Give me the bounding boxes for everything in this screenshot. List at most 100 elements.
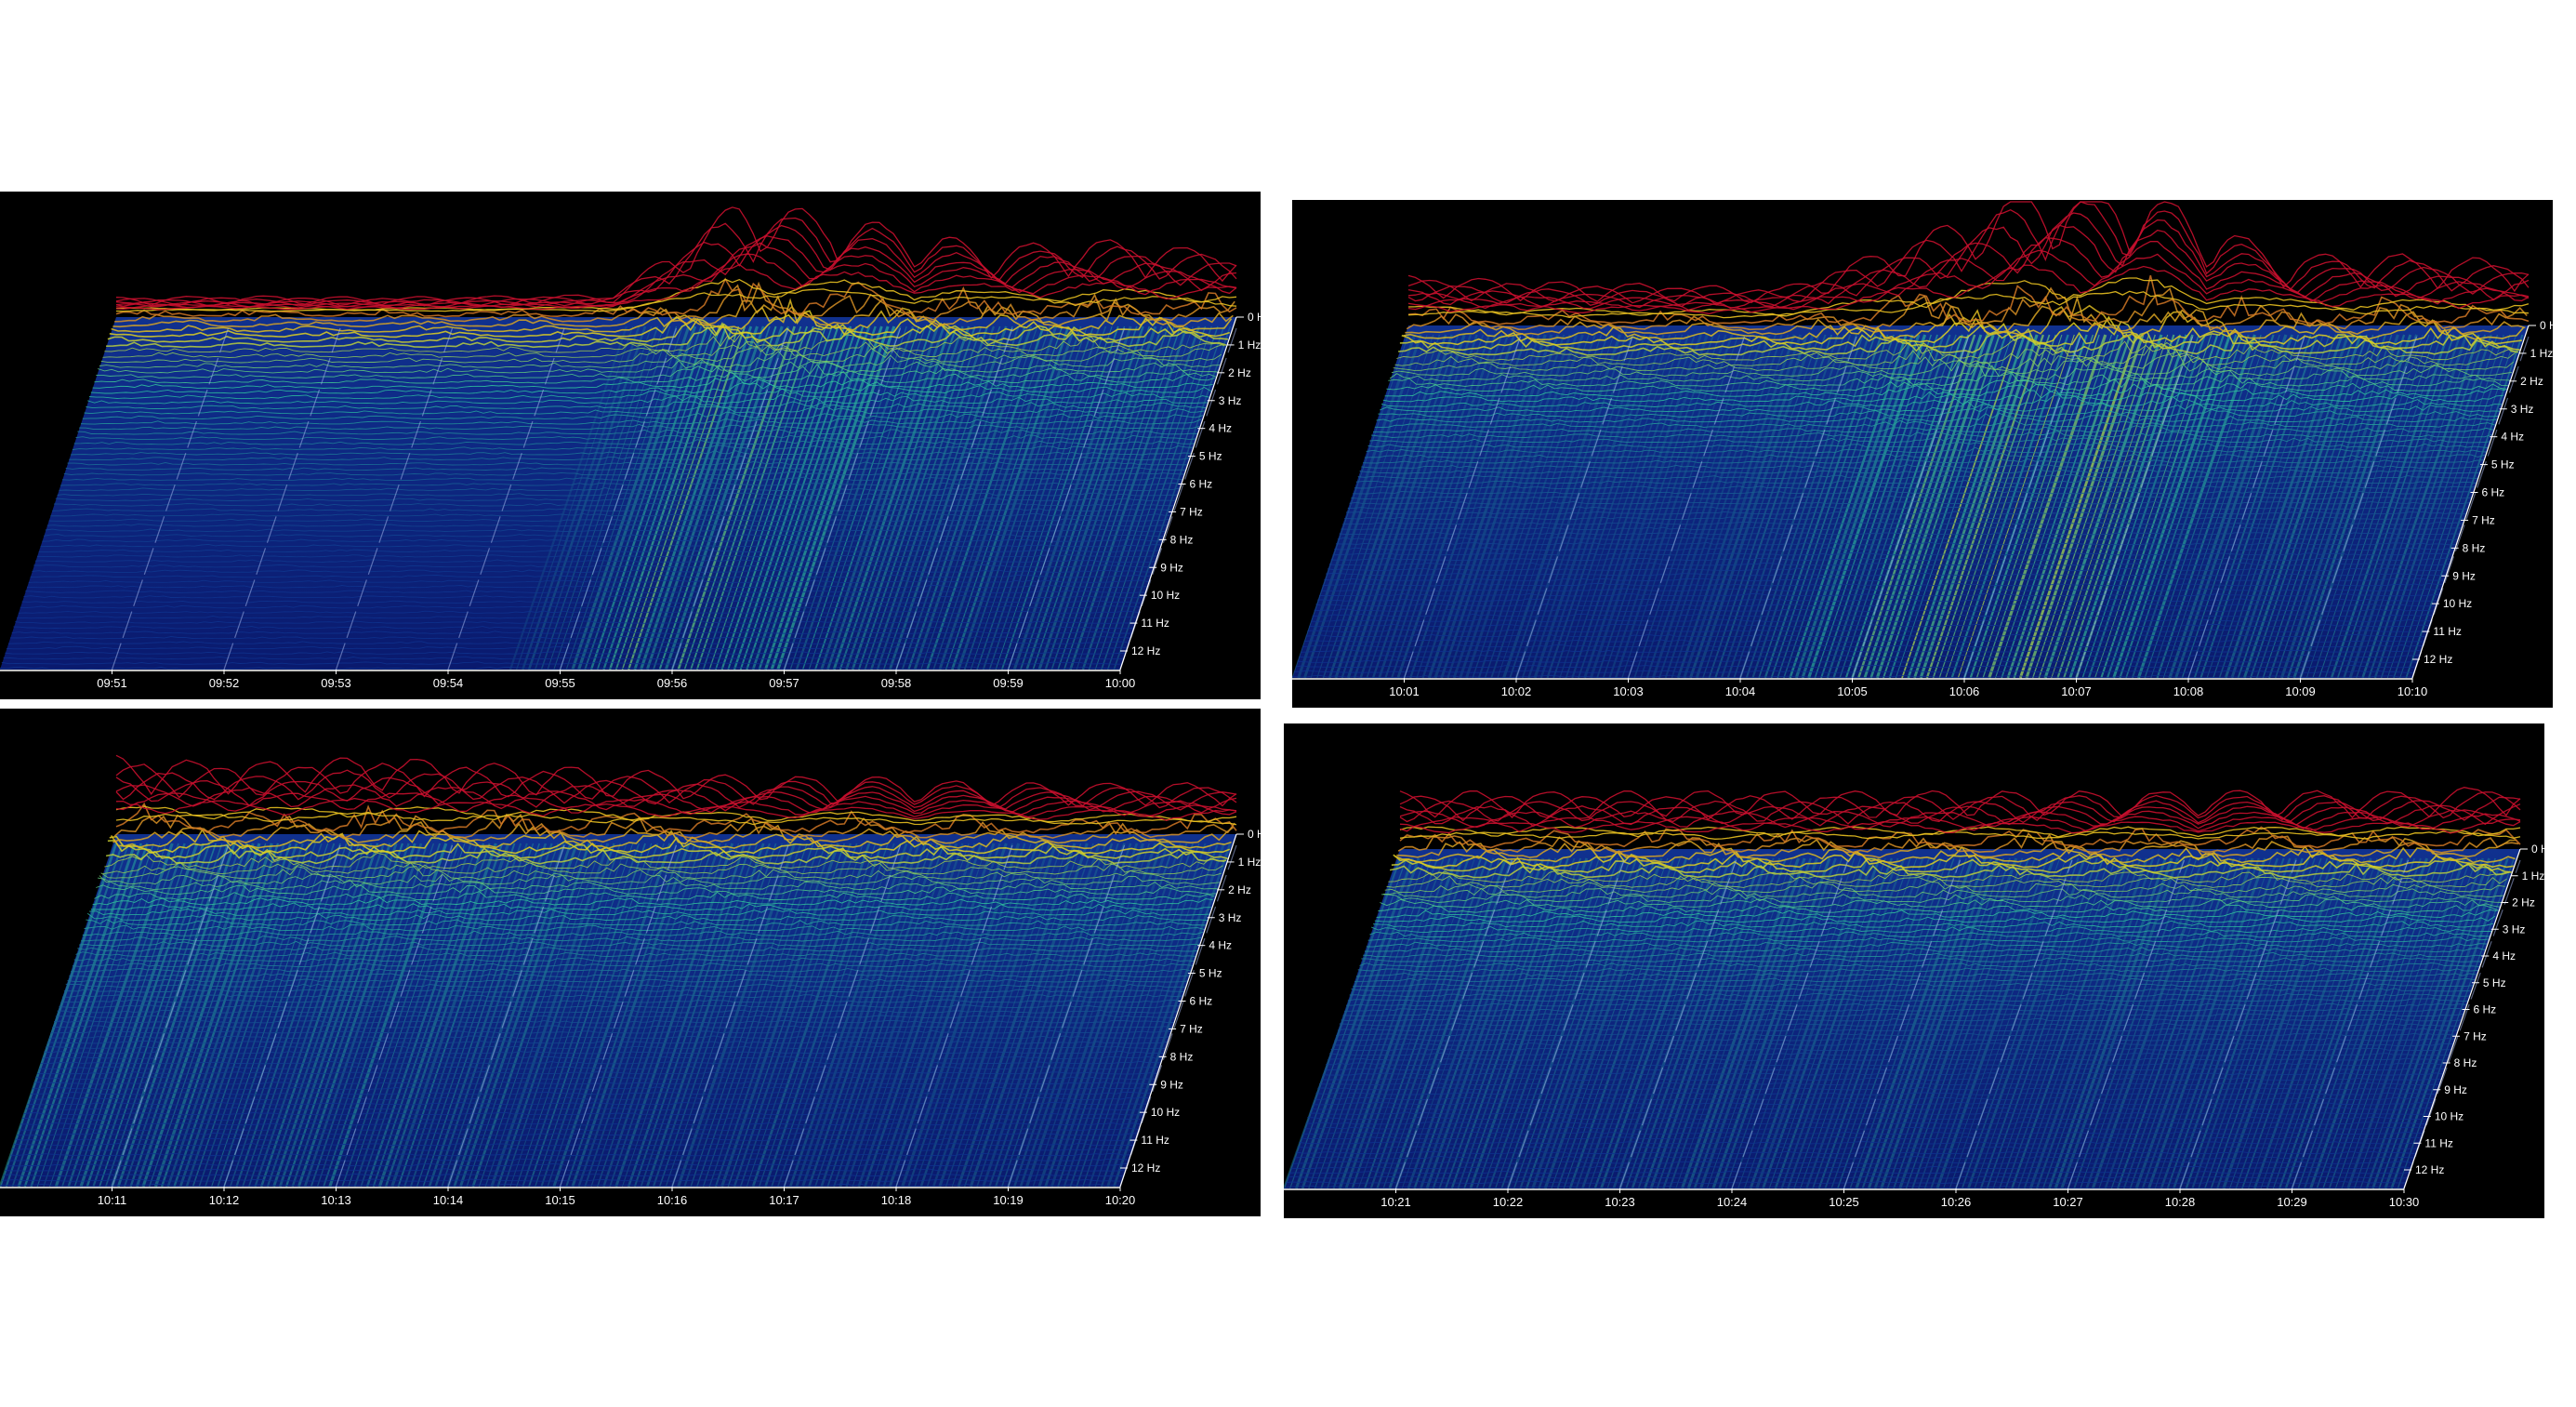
spectrum-row bbox=[84, 924, 1205, 932]
spectrum-row bbox=[82, 930, 1203, 936]
spectrum-row bbox=[1367, 936, 2489, 943]
spectrum-row bbox=[1396, 837, 2517, 859]
time-tick-label: 10:00 bbox=[1105, 676, 1136, 690]
spectral-streak bbox=[759, 843, 877, 1188]
time-gridline bbox=[223, 844, 341, 1188]
spectral-streak bbox=[571, 843, 691, 1188]
frequency-tick-label: 3 Hz bbox=[1219, 911, 1242, 924]
spectral-streak bbox=[1037, 843, 1157, 1188]
spectrum-row bbox=[1384, 383, 2505, 397]
spectrum-row bbox=[18, 1127, 1139, 1131]
spectrum-row bbox=[1380, 401, 2501, 413]
spectrum-row bbox=[1393, 351, 2514, 372]
spectral-streak bbox=[727, 325, 846, 670]
spectrum-row bbox=[71, 450, 1192, 456]
spectral-streak bbox=[584, 843, 703, 1188]
frequency-tick-label: 12 Hz bbox=[2424, 653, 2452, 666]
spectrum-row bbox=[84, 405, 1205, 415]
spectrum-row bbox=[1337, 1028, 2459, 1031]
spectral-streak bbox=[876, 843, 996, 1188]
spectral-streak bbox=[1863, 334, 1983, 679]
spectral-streak bbox=[409, 843, 528, 1188]
spectrum-row bbox=[1334, 1038, 2455, 1042]
spectral-streak bbox=[1589, 334, 1709, 679]
frequency-tick-label: 6 Hz bbox=[2474, 1003, 2497, 1016]
peak-trace bbox=[1399, 813, 2521, 833]
spectrum-row bbox=[80, 936, 1202, 942]
peak-trace bbox=[1399, 796, 2521, 825]
time-gridline bbox=[447, 844, 565, 1188]
spectral-streak bbox=[2013, 334, 2132, 679]
spectrum-row bbox=[115, 277, 1237, 318]
spectral-streak bbox=[788, 843, 908, 1188]
spectral-streak bbox=[826, 843, 945, 1188]
spectral-streak bbox=[1568, 857, 1688, 1189]
spectrum-row bbox=[1293, 1156, 2414, 1160]
time-tick-label: 10:13 bbox=[321, 1193, 351, 1207]
spectral-streak bbox=[1714, 334, 1833, 679]
time-tick-label: 09:54 bbox=[433, 676, 464, 690]
spectral-streak bbox=[1477, 334, 1596, 679]
spectrum-row bbox=[48, 518, 1169, 522]
spectrum-row bbox=[59, 487, 1180, 492]
spectral-streak bbox=[242, 843, 360, 1188]
spectrum-row bbox=[1366, 941, 2487, 948]
spectral-streak bbox=[1000, 325, 1119, 670]
spectral-streak bbox=[901, 325, 1020, 670]
time-gridline bbox=[335, 844, 454, 1188]
spectral-streak bbox=[1764, 334, 1882, 679]
spectral-streak bbox=[957, 325, 1077, 670]
spectral-streak bbox=[11, 843, 130, 1188]
time-tick-label: 10:27 bbox=[2053, 1195, 2083, 1209]
spectrum-row bbox=[1314, 608, 2435, 612]
spectrum-row bbox=[53, 1020, 1175, 1024]
spectral-streak bbox=[1106, 325, 1225, 670]
peak-trace bbox=[1407, 212, 2530, 308]
spectral-streak bbox=[1680, 857, 1800, 1189]
spectral-streak bbox=[1812, 857, 1930, 1189]
spectral-streak bbox=[2051, 334, 2169, 679]
spectral-streak bbox=[1676, 334, 1796, 679]
spectrum-row bbox=[1290, 1165, 2411, 1170]
spectral-streak bbox=[2166, 857, 2285, 1189]
peak-trace bbox=[1407, 201, 2530, 303]
spectral-streak bbox=[677, 325, 796, 670]
spectrum-row bbox=[92, 896, 1213, 906]
time-gridline bbox=[559, 327, 678, 670]
spectrum-row bbox=[50, 512, 1171, 517]
time-tick-label: 09:59 bbox=[993, 676, 1024, 690]
spectrum-row bbox=[55, 1015, 1176, 1018]
time-gridline bbox=[671, 327, 789, 670]
spectrum-row bbox=[1407, 275, 2530, 325]
spectral-streak bbox=[2224, 334, 2344, 679]
spectral-streak bbox=[61, 843, 179, 1188]
spectral-streak bbox=[1645, 334, 1764, 679]
spectrum-row bbox=[1399, 320, 2521, 352]
time-tick-label: 10:30 bbox=[2389, 1195, 2420, 1209]
spectral-streak bbox=[1113, 843, 1232, 1188]
spectral-streak bbox=[2056, 334, 2175, 679]
spectral-streak bbox=[876, 325, 995, 670]
spectral-streak bbox=[1057, 843, 1175, 1188]
time-tick-label: 10:09 bbox=[2285, 684, 2316, 698]
spectral-streak bbox=[864, 843, 983, 1188]
spectrum-row bbox=[1322, 582, 2443, 587]
frequency-tick-label: 0 Hz bbox=[2540, 319, 2553, 332]
frequency-tick-label: 10 Hz bbox=[1151, 1106, 1180, 1119]
spectrum-row bbox=[32, 1086, 1153, 1090]
spectral-streak bbox=[229, 843, 348, 1188]
spectral-streak bbox=[1631, 857, 1750, 1189]
spectrum-row bbox=[77, 429, 1198, 435]
spectrum-row bbox=[15, 620, 1136, 624]
spectrum-row bbox=[1353, 490, 2474, 495]
waterfall-svg: 10:21 10:22 10:23 10:24 10:25 10:26 10:27 10:28… bbox=[1284, 787, 2544, 1209]
spectrum-row bbox=[50, 1029, 1171, 1034]
spectrum-row bbox=[1310, 1107, 2431, 1110]
time-tick-label: 10:18 bbox=[881, 1193, 912, 1207]
spectral-streak bbox=[1069, 325, 1188, 670]
spectrum-row bbox=[21, 1117, 1143, 1121]
frequency-tick-label: 3 Hz bbox=[2503, 923, 2526, 936]
spectral-streak bbox=[2218, 334, 2337, 679]
spectral-streak bbox=[945, 843, 1063, 1188]
spectrum-row bbox=[1312, 613, 2433, 617]
